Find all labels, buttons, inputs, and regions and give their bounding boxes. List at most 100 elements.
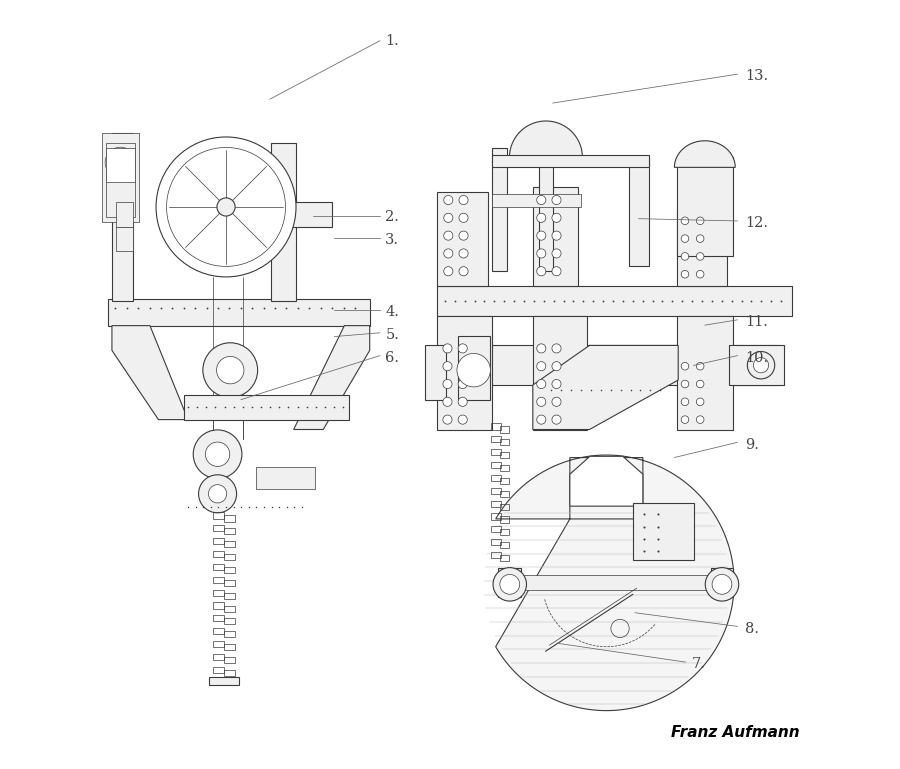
Bar <box>500 555 509 561</box>
Circle shape <box>536 231 545 240</box>
Circle shape <box>697 235 704 242</box>
Bar <box>224 605 235 611</box>
Bar <box>492 155 649 168</box>
Bar <box>491 552 500 558</box>
Circle shape <box>536 249 545 258</box>
Bar <box>213 551 224 557</box>
Circle shape <box>500 574 519 594</box>
Bar <box>437 316 492 430</box>
Polygon shape <box>496 455 734 711</box>
Circle shape <box>681 252 688 260</box>
Text: 12.: 12. <box>745 216 768 230</box>
Circle shape <box>681 235 688 242</box>
Circle shape <box>697 217 704 225</box>
Bar <box>213 538 224 544</box>
Circle shape <box>536 379 545 388</box>
Bar <box>116 227 133 251</box>
Bar <box>224 670 235 676</box>
Bar <box>116 202 133 227</box>
Bar <box>213 641 224 647</box>
Bar <box>500 427 509 432</box>
Bar <box>425 345 446 400</box>
Circle shape <box>552 231 561 240</box>
Circle shape <box>444 267 453 276</box>
Bar <box>209 677 238 684</box>
Circle shape <box>536 213 545 222</box>
Circle shape <box>199 474 237 513</box>
Circle shape <box>459 231 468 240</box>
Circle shape <box>202 343 257 398</box>
Bar <box>711 568 733 597</box>
Circle shape <box>552 213 561 222</box>
Circle shape <box>217 357 244 384</box>
Circle shape <box>443 415 452 424</box>
Circle shape <box>536 344 545 353</box>
Bar <box>500 504 509 510</box>
Circle shape <box>443 398 452 406</box>
Circle shape <box>458 344 467 353</box>
Circle shape <box>706 568 739 601</box>
Bar <box>491 539 500 545</box>
Bar <box>467 345 779 385</box>
Bar <box>633 503 694 560</box>
Bar <box>224 541 235 548</box>
Circle shape <box>552 379 561 388</box>
Bar <box>500 465 509 471</box>
Bar <box>500 439 509 445</box>
Bar <box>491 424 500 430</box>
Bar <box>184 395 348 420</box>
Text: Franz Aufmann: Franz Aufmann <box>670 725 799 741</box>
Circle shape <box>712 574 732 594</box>
Bar <box>224 593 235 599</box>
Bar <box>519 575 722 591</box>
Bar <box>213 577 224 583</box>
Bar <box>224 580 235 586</box>
Circle shape <box>458 361 467 371</box>
Bar <box>106 143 135 217</box>
Text: 13.: 13. <box>745 69 769 83</box>
Circle shape <box>552 415 561 424</box>
Bar <box>213 615 224 621</box>
Polygon shape <box>674 141 735 168</box>
Circle shape <box>552 249 561 258</box>
Circle shape <box>536 267 545 276</box>
Bar <box>213 564 224 570</box>
Text: 2.: 2. <box>385 210 400 224</box>
Bar <box>492 194 581 207</box>
Circle shape <box>459 249 468 258</box>
Bar <box>213 654 224 660</box>
Bar <box>224 644 235 650</box>
Circle shape <box>156 137 296 277</box>
Text: 6.: 6. <box>385 351 400 365</box>
Bar <box>539 148 554 271</box>
Text: 5.: 5. <box>385 328 400 342</box>
Polygon shape <box>509 121 582 158</box>
Circle shape <box>552 344 561 353</box>
Circle shape <box>105 147 136 178</box>
Circle shape <box>681 398 688 405</box>
Circle shape <box>459 267 468 276</box>
Bar <box>224 618 235 624</box>
Circle shape <box>747 351 775 379</box>
Circle shape <box>697 362 704 370</box>
Bar <box>500 491 509 497</box>
Bar <box>677 210 727 286</box>
Circle shape <box>444 213 453 222</box>
Circle shape <box>697 380 704 388</box>
Bar <box>500 529 509 535</box>
Bar <box>224 528 235 534</box>
Circle shape <box>681 217 688 225</box>
Bar <box>108 299 370 325</box>
Bar <box>256 467 315 489</box>
Circle shape <box>458 415 467 424</box>
Bar <box>491 501 500 507</box>
Circle shape <box>536 415 545 424</box>
Circle shape <box>443 344 452 353</box>
Bar <box>224 554 235 560</box>
Polygon shape <box>293 325 370 430</box>
Bar <box>213 667 224 673</box>
Bar <box>273 202 332 227</box>
Circle shape <box>681 362 688 370</box>
Polygon shape <box>533 345 679 430</box>
Circle shape <box>697 271 704 278</box>
